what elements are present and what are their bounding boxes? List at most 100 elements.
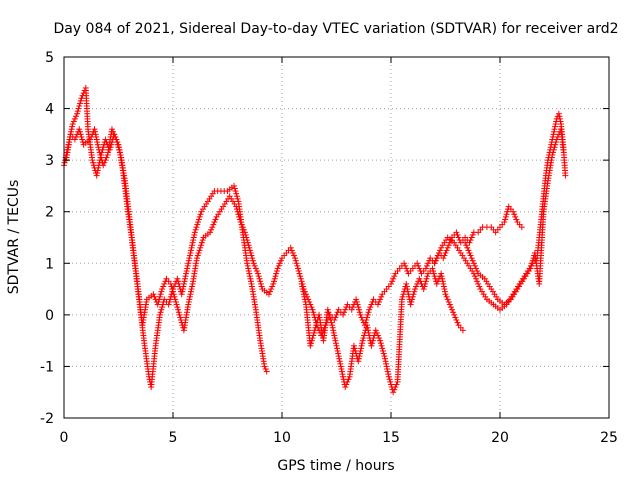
data-point-interp <box>186 293 193 300</box>
data-point <box>355 358 362 365</box>
data-point-interp <box>464 244 471 251</box>
data-point-interp <box>367 304 374 311</box>
x-tick-label: 25 <box>600 430 618 446</box>
data-point-interp <box>417 278 424 285</box>
y-axis-tick-labels: -2 -1 0 1 2 3 4 5 <box>40 50 54 427</box>
data-point-interp <box>336 358 343 365</box>
data-point <box>241 229 248 236</box>
data-point-interp <box>232 188 239 195</box>
data-point-interp <box>373 329 380 336</box>
data-point-interp <box>181 275 188 282</box>
data-point-interp <box>473 265 480 272</box>
data-point <box>385 373 392 380</box>
data-point-interp <box>391 273 398 280</box>
data-point-interp <box>92 128 99 135</box>
data-point-interp <box>399 293 406 300</box>
data-point-interp <box>246 270 253 277</box>
data-point-interp <box>244 237 251 244</box>
data-point-interp <box>466 249 473 256</box>
data-point-interp <box>114 141 121 148</box>
data-point <box>440 255 447 262</box>
data-point-interp <box>247 247 254 254</box>
data-point-interp <box>92 131 99 138</box>
data-point-interp <box>415 262 422 269</box>
data-point <box>265 291 272 298</box>
data-point-interp <box>354 301 361 308</box>
data-point-interp <box>68 128 75 135</box>
data-point <box>555 110 562 117</box>
data-point-interp <box>188 286 195 293</box>
data-point-interp <box>116 146 123 153</box>
data-point-interp <box>267 288 274 295</box>
data-point-interp <box>69 123 76 130</box>
data-point-interp <box>233 206 240 213</box>
data-point <box>377 337 384 344</box>
data-point <box>233 203 240 210</box>
data-point-interp <box>90 162 97 169</box>
data-point-interp <box>102 157 109 164</box>
data-point-interp <box>295 268 302 275</box>
data-point-interp <box>310 329 317 336</box>
data-point <box>420 286 427 293</box>
data-point <box>333 342 340 349</box>
data-point <box>364 322 371 329</box>
data-point-interp <box>195 219 202 226</box>
data-point <box>414 260 421 267</box>
data-point-interp <box>196 247 203 254</box>
data-point-interp <box>194 221 201 228</box>
data-point-interp <box>273 268 280 275</box>
y-tick-label: 5 <box>45 50 54 66</box>
data-point-interp <box>393 381 400 388</box>
data-point-interp <box>385 371 392 378</box>
data-point-interp <box>114 139 121 146</box>
data-point-interp <box>188 244 195 251</box>
data-points <box>61 84 569 396</box>
data-point-interp <box>410 291 417 298</box>
data-point-interp <box>94 170 101 177</box>
data-point-interp <box>71 115 78 122</box>
data-point-interp <box>552 141 559 148</box>
axis-ticks <box>63 56 610 419</box>
data-point-interp <box>300 291 307 298</box>
data-point <box>309 306 316 313</box>
data-point-interp <box>376 298 383 305</box>
data-point-interp <box>248 252 255 259</box>
x-tick-label: 20 <box>491 430 509 446</box>
data-point <box>411 286 418 293</box>
data-point-interp <box>445 298 452 305</box>
data-point-interp <box>247 275 254 282</box>
data-point-interp <box>502 213 509 220</box>
data-point-interp <box>442 249 449 256</box>
data-point-interp <box>377 296 384 303</box>
data-point <box>459 327 466 334</box>
data-point-interp <box>384 368 391 375</box>
data-point-interp <box>269 283 276 290</box>
data-point-interp <box>93 133 100 140</box>
data-point-interp <box>432 257 439 264</box>
data-point-interp <box>438 273 445 280</box>
data-point-interp <box>75 105 82 112</box>
data-point-interp <box>271 275 278 282</box>
data-point-interp <box>170 288 176 295</box>
data-point-interp <box>326 311 333 318</box>
data-point <box>451 311 458 318</box>
data-point-interp <box>198 242 205 249</box>
data-point-interp <box>365 309 372 316</box>
data-point-interp <box>177 314 184 321</box>
data-point-interp <box>443 293 450 300</box>
data-point <box>191 229 198 236</box>
data-point-interp <box>186 252 193 259</box>
data-point-interp <box>234 195 241 202</box>
data-point-interp <box>68 126 75 133</box>
data-point-interp <box>356 350 363 357</box>
data-point <box>154 301 161 308</box>
data-point-interp <box>403 283 410 290</box>
data-point-interp <box>471 262 478 269</box>
y-tick-label: -2 <box>40 411 54 427</box>
data-point-interp <box>300 288 307 295</box>
data-point-interp <box>430 270 437 277</box>
data-point-interp <box>156 293 163 300</box>
data-point-interp <box>358 342 365 349</box>
data-point-interp <box>528 262 535 269</box>
data-point-interp <box>190 234 197 241</box>
